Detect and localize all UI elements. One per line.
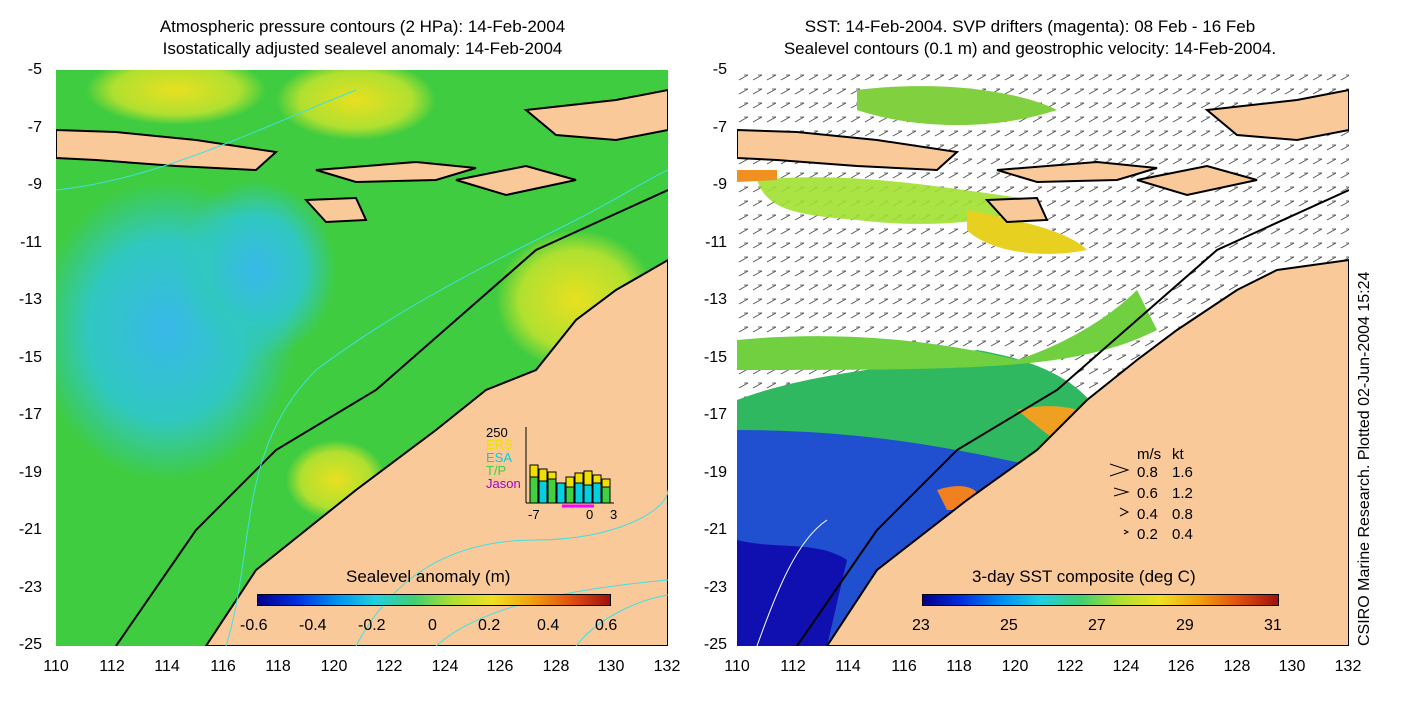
right-x-tick: 130 [1278,658,1306,675]
right-x-tick: 124 [1112,658,1140,675]
left-y-tick: -17 [18,406,42,423]
left-x-tick: 122 [375,658,403,675]
left-colorbar-tick: -0.6 [240,617,268,634]
left-colorbar-tick: -0.4 [299,617,327,634]
left-colorbar-tick: 0.4 [537,617,560,634]
inset-x-tick: -7 [528,507,540,522]
velocity-legend-arrows [1109,463,1130,535]
right-colorbar-tick: 25 [1000,617,1018,634]
inset-legend-esa: ESA [486,450,513,465]
right-colorbar-tick: 23 [912,617,930,634]
right-title-line2: Sealevel contours (0.1 m) and geostrophi… [783,39,1277,58]
altimeter-data-inset: 250 ERS ESA T/P Jason -7 0 [484,425,624,525]
right-colorbar [922,594,1279,606]
right-x-tick: 112 [780,658,806,675]
left-y-tick: -23 [18,579,42,596]
left-y-tick: -9 [27,176,42,193]
left-y-tick: -25 [18,636,42,653]
left-x-tick: 128 [542,658,570,675]
left-x-tick: 120 [320,658,348,675]
left-x-tick: 118 [265,658,291,675]
left-x-tick: 132 [653,658,681,675]
velocity-legend-ms-value: 0.4 [1137,506,1158,523]
right-x-tick: 118 [946,658,972,675]
left-y-tick: -21 [18,521,42,538]
right-y-tick: -23 [703,579,727,596]
right-y-tick: -11 [705,234,727,251]
right-x-tick: 116 [891,658,917,675]
velocity-legend-kt-value: 0.8 [1172,506,1193,523]
inset-x-tick: 0 [586,507,594,522]
right-y-tick: -25 [703,636,727,653]
left-y-tick: -5 [27,61,42,78]
left-y-tick: -13 [18,291,42,308]
inset-x-tick: 3 [610,507,618,522]
right-x-tick: 122 [1056,658,1084,675]
right-colorbar-tick: 31 [1264,617,1282,634]
sealevel-anomaly-map [56,70,668,646]
left-x-tick: 130 [597,658,625,675]
inset-bars [525,427,614,508]
inset-legend-tp: T/P [486,463,507,478]
right-colorbar-tick: 29 [1176,617,1194,634]
left-x-tick: 124 [431,658,459,675]
right-colorbar-title: 3-day SST composite (deg C) [972,567,1196,586]
right-x-tick: 132 [1334,658,1362,675]
right-colorbar-tick: 27 [1088,617,1106,634]
velocity-legend-kt-header: kt [1172,446,1184,463]
inset-ymax-label: 250 [486,425,508,440]
left-x-tick: 112 [99,658,125,675]
left-title-line2: Isostatically adjusted sealevel anomaly:… [162,39,563,58]
left-y-tick: -15 [18,349,42,366]
right-y-tick: -5 [712,61,727,78]
left-y-tick: -7 [27,119,42,136]
left-title-line1: Atmospheric pressure contours (2 HPa): 1… [159,17,566,36]
left-colorbar-title: Sealevel anomaly (m) [346,567,511,586]
velocity-legend-ms-header: m/s [1137,446,1162,463]
left-y-tick: -19 [18,464,42,481]
left-colorbar [257,594,611,606]
right-x-tick: 126 [1167,658,1195,675]
left-colorbar-tick: 0.2 [478,617,501,634]
right-y-tick: -17 [703,406,727,423]
left-x-tick: 126 [486,658,514,675]
velocity-legend-ms-value: 0.2 [1137,526,1158,543]
right-x-tick: 110 [724,658,750,675]
velocity-legend-kt-value: 0.4 [1172,526,1193,543]
right-y-tick: -15 [703,349,727,366]
velocity-legend-kt-value: 1.2 [1172,485,1193,502]
left-y-tick: -11 [20,234,42,251]
right-y-tick: -19 [703,464,727,481]
left-x-tick: 116 [210,658,236,675]
left-colorbar-tick: 0.6 [595,617,618,634]
left-x-tick: 110 [43,658,69,675]
velocity-legend-kt-value: 1.6 [1172,464,1193,481]
right-x-tick: 128 [1223,658,1251,675]
right-y-tick: -9 [712,176,727,193]
inset-legend-jason: Jason [486,476,521,491]
left-colorbar-tick: -0.2 [358,617,386,634]
left-x-tick: 114 [154,658,180,675]
right-x-tick: 120 [1001,658,1029,675]
right-x-tick: 114 [835,658,861,675]
credit-text: CSIRO Marine Research. Plotted 02-Jun-20… [1356,271,1373,646]
left-colorbar-tick: 0 [428,617,437,634]
right-title-line1: SST: 14-Feb-2004. SVP drifters (magenta)… [804,17,1256,36]
right-y-tick: -13 [703,291,727,308]
velocity-legend-ms-value: 0.6 [1137,485,1158,502]
inset-legend-ers: ERS [486,437,513,452]
right-y-tick: -7 [712,119,727,136]
sst-velocity-map [737,70,1349,646]
velocity-legend-ms-value: 0.8 [1137,464,1158,481]
right-y-tick: -21 [703,521,727,538]
